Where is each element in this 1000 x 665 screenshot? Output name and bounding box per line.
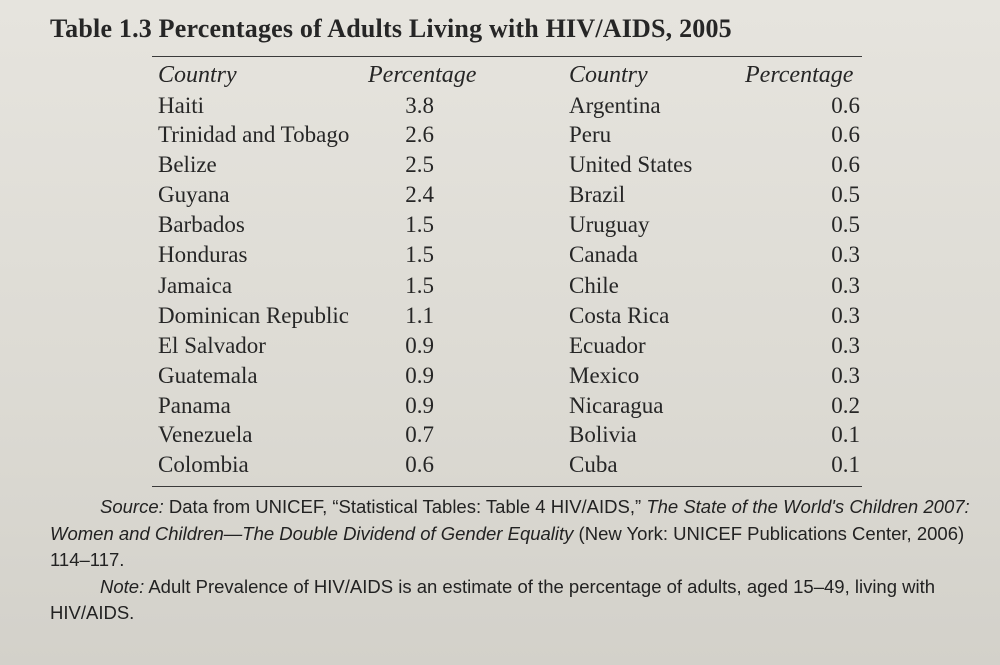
country-cell-right: United States [569, 152, 693, 177]
percentage-cell-left: 3.8 [405, 93, 434, 118]
bottom-rule [152, 486, 862, 487]
country-cell-right: Cuba [569, 452, 618, 477]
percentage-cell-left: 2.4 [405, 182, 434, 207]
percentage-cell-left: 1.5 [405, 242, 434, 267]
percentage-cell-right: 0.5 [831, 182, 860, 207]
percentage-cell-left: 0.6 [405, 452, 434, 477]
percentage-cell-left: 2.6 [405, 122, 434, 147]
country-cell-left: Honduras [158, 242, 248, 267]
percentage-cell-right: 0.3 [831, 363, 860, 388]
percentage-cell-left: 0.9 [405, 393, 434, 418]
percentage-cell-left: 0.7 [405, 422, 434, 447]
country-cell-right: Brazil [569, 182, 626, 207]
country-cell-right: Chile [569, 273, 619, 298]
source-note: Source: Data from UNICEF, “Statistical T… [50, 494, 980, 574]
percentage-cell-left: 0.9 [405, 363, 434, 388]
country-cell-left: Guyana [158, 182, 230, 207]
table-title: Table 1.3 Percentages of Adults Living w… [50, 14, 732, 43]
percentage-cell-right: 0.6 [831, 152, 860, 177]
percentage-cell-right: 0.2 [831, 393, 860, 418]
note-label: Note: [100, 575, 145, 597]
country-cell-right: Uruguay [569, 212, 650, 237]
column-header-country-left: Country [158, 62, 237, 88]
source-text-2: (New York: UNICEF Publications Center, 2… [50, 522, 965, 571]
country-cell-right: Mexico [569, 363, 640, 388]
country-cell-left: Colombia [158, 452, 249, 477]
percentage-cell-right: 0.1 [831, 422, 860, 447]
country-cell-right: Ecuador [569, 333, 646, 358]
country-cell-left: Venezuela [158, 422, 253, 447]
percentage-cell-left: 2.5 [405, 152, 434, 177]
country-cell-left: Haiti [158, 93, 204, 118]
country-cell-left: Barbados [158, 212, 245, 237]
country-cell-right: Canada [569, 242, 638, 267]
percentage-cell-right: 0.3 [831, 273, 860, 298]
country-cell-right: Peru [569, 122, 612, 147]
source-publication-title: The State of the World's Children 2007: … [50, 496, 970, 544]
percentage-cell-right: 0.6 [831, 122, 860, 147]
top-rule [152, 56, 862, 57]
note: Note: Adult Prevalence of HIV/AIDS is an… [50, 574, 980, 627]
source-text-1: Data from UNICEF, “Statistical Tables: T… [163, 496, 647, 517]
table-footnotes: Source: Data from UNICEF, “Statistical T… [50, 494, 980, 627]
country-cell-left: Trinidad and Tobago [158, 122, 350, 147]
column-header-country-right: Country [569, 62, 648, 88]
note-text: Adult Prevalence of HIV/AIDS is an estim… [50, 575, 936, 624]
country-cell-left: Dominican Republic [158, 303, 349, 328]
percentage-cell-left: 0.9 [405, 333, 434, 358]
country-cell-left: Panama [158, 393, 231, 418]
percentage-cell-right: 0.3 [831, 333, 860, 358]
column-header-percentage-right: Percentage [745, 62, 854, 88]
percentage-cell-right: 0.6 [831, 93, 860, 118]
country-cell-right: Bolivia [569, 422, 637, 447]
country-cell-right: Argentina [569, 93, 661, 118]
percentage-cell-right: 0.5 [831, 212, 860, 237]
percentage-cell-left: 1.1 [405, 303, 434, 328]
country-cell-left: Guatemala [158, 363, 258, 388]
column-header-percentage-left: Percentage [368, 62, 477, 88]
country-cell-right: Costa Rica [569, 303, 670, 328]
country-cell-left: El Salvador [158, 333, 266, 358]
country-cell-right: Nicaragua [569, 393, 664, 418]
percentage-cell-left: 1.5 [405, 273, 434, 298]
country-cell-left: Belize [158, 152, 217, 177]
percentage-cell-right: 0.3 [831, 242, 860, 267]
percentage-cell-right: 0.1 [831, 452, 860, 477]
country-cell-left: Jamaica [158, 273, 233, 298]
percentage-cell-right: 0.3 [831, 303, 860, 328]
percentage-cell-left: 1.5 [405, 212, 434, 237]
source-label: Source: [100, 496, 164, 517]
